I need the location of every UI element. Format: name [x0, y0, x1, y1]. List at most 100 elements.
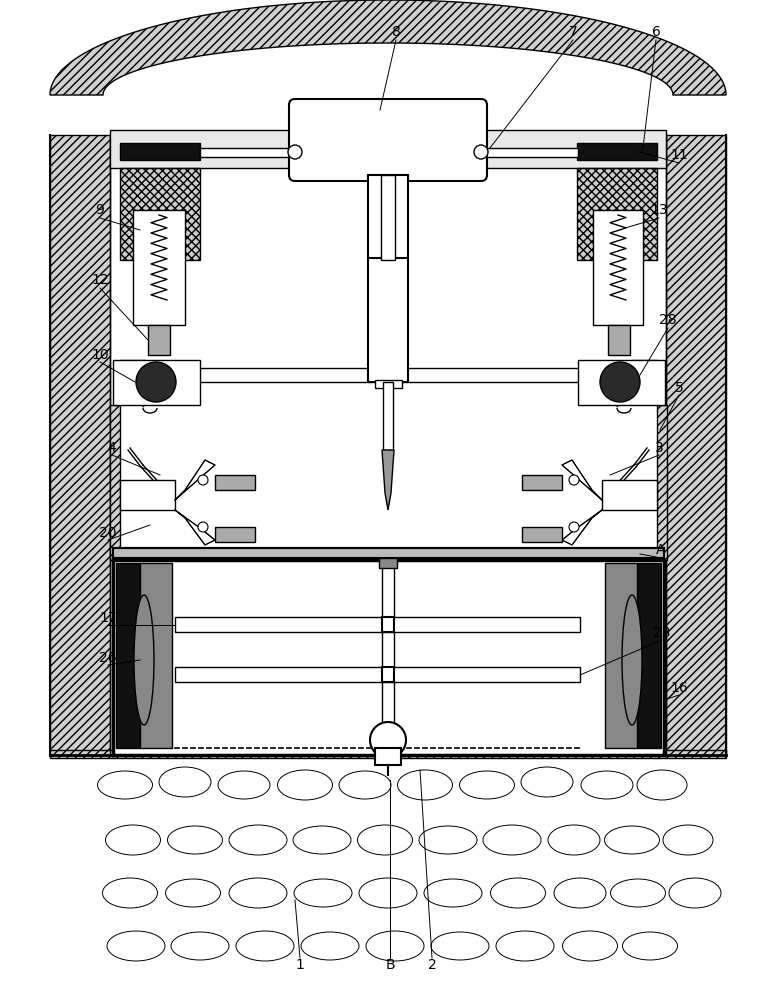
Bar: [148, 325, 170, 355]
Bar: [375, 380, 402, 388]
Bar: [215, 475, 255, 490]
Text: 13: 13: [650, 203, 668, 217]
Polygon shape: [562, 460, 602, 500]
Ellipse shape: [622, 595, 642, 725]
Bar: [368, 258, 408, 382]
Circle shape: [600, 362, 640, 402]
Ellipse shape: [106, 825, 161, 855]
Bar: [632, 360, 657, 390]
Bar: [200, 148, 295, 157]
Circle shape: [288, 145, 302, 159]
Bar: [522, 527, 562, 542]
Ellipse shape: [563, 931, 618, 961]
Ellipse shape: [622, 932, 677, 960]
Circle shape: [198, 475, 208, 485]
Bar: [608, 325, 630, 355]
Bar: [657, 405, 667, 560]
Circle shape: [474, 145, 488, 159]
Circle shape: [569, 522, 579, 532]
Bar: [120, 360, 145, 390]
Ellipse shape: [496, 931, 554, 961]
Ellipse shape: [397, 770, 452, 800]
Bar: [113, 548, 664, 558]
Polygon shape: [175, 510, 215, 545]
Ellipse shape: [107, 931, 165, 961]
Ellipse shape: [419, 826, 477, 854]
Ellipse shape: [102, 878, 158, 908]
Bar: [637, 563, 661, 748]
Bar: [175, 617, 580, 632]
Ellipse shape: [605, 826, 660, 854]
Ellipse shape: [431, 932, 489, 960]
Ellipse shape: [236, 931, 294, 961]
Text: 1: 1: [296, 958, 304, 972]
Bar: [140, 563, 172, 748]
Text: 6: 6: [652, 25, 660, 39]
Ellipse shape: [359, 878, 417, 908]
Ellipse shape: [459, 771, 514, 799]
Text: 8: 8: [392, 25, 400, 39]
Bar: [381, 175, 395, 260]
Bar: [375, 748, 401, 765]
Ellipse shape: [424, 879, 482, 907]
Bar: [577, 168, 657, 260]
Bar: [110, 405, 120, 560]
Polygon shape: [562, 510, 602, 545]
Ellipse shape: [663, 825, 713, 855]
Polygon shape: [175, 460, 215, 500]
Ellipse shape: [358, 825, 413, 855]
Ellipse shape: [218, 771, 270, 799]
Ellipse shape: [669, 878, 721, 908]
Ellipse shape: [293, 826, 351, 854]
Text: 23: 23: [653, 626, 670, 640]
Text: 4: 4: [108, 441, 116, 455]
FancyBboxPatch shape: [289, 99, 487, 181]
Bar: [382, 560, 394, 740]
Bar: [116, 563, 140, 748]
Ellipse shape: [229, 825, 287, 855]
Bar: [382, 667, 394, 682]
Bar: [120, 168, 200, 260]
Ellipse shape: [171, 932, 229, 960]
Circle shape: [569, 475, 579, 485]
Bar: [379, 558, 397, 568]
Text: A: A: [656, 543, 666, 557]
Text: 20: 20: [99, 526, 116, 540]
Ellipse shape: [521, 767, 573, 797]
Bar: [175, 667, 580, 682]
Circle shape: [370, 722, 406, 758]
Text: 12: 12: [92, 273, 109, 287]
Bar: [120, 368, 656, 382]
Bar: [110, 130, 666, 168]
Ellipse shape: [366, 931, 424, 961]
Bar: [120, 143, 200, 160]
Bar: [522, 475, 562, 490]
Ellipse shape: [581, 771, 633, 799]
Bar: [50, 750, 726, 758]
Text: 2: 2: [428, 958, 436, 972]
Ellipse shape: [278, 770, 332, 800]
Bar: [666, 135, 726, 755]
Text: 28: 28: [659, 313, 677, 327]
Ellipse shape: [548, 825, 600, 855]
Ellipse shape: [294, 879, 352, 907]
Text: 11: 11: [670, 148, 688, 162]
Bar: [113, 560, 664, 755]
Ellipse shape: [168, 826, 223, 854]
Ellipse shape: [611, 879, 666, 907]
Ellipse shape: [98, 771, 153, 799]
Circle shape: [198, 522, 208, 532]
Bar: [481, 148, 578, 157]
Text: 3: 3: [655, 441, 663, 455]
Text: 9: 9: [95, 203, 105, 217]
Bar: [50, 135, 110, 755]
Bar: [120, 480, 175, 510]
Text: 17: 17: [99, 611, 117, 625]
Bar: [368, 175, 408, 260]
Text: 10: 10: [92, 348, 109, 362]
Polygon shape: [382, 450, 394, 510]
Bar: [605, 563, 637, 748]
Text: 7: 7: [569, 25, 577, 39]
Text: 5: 5: [674, 381, 684, 395]
Bar: [578, 360, 665, 405]
